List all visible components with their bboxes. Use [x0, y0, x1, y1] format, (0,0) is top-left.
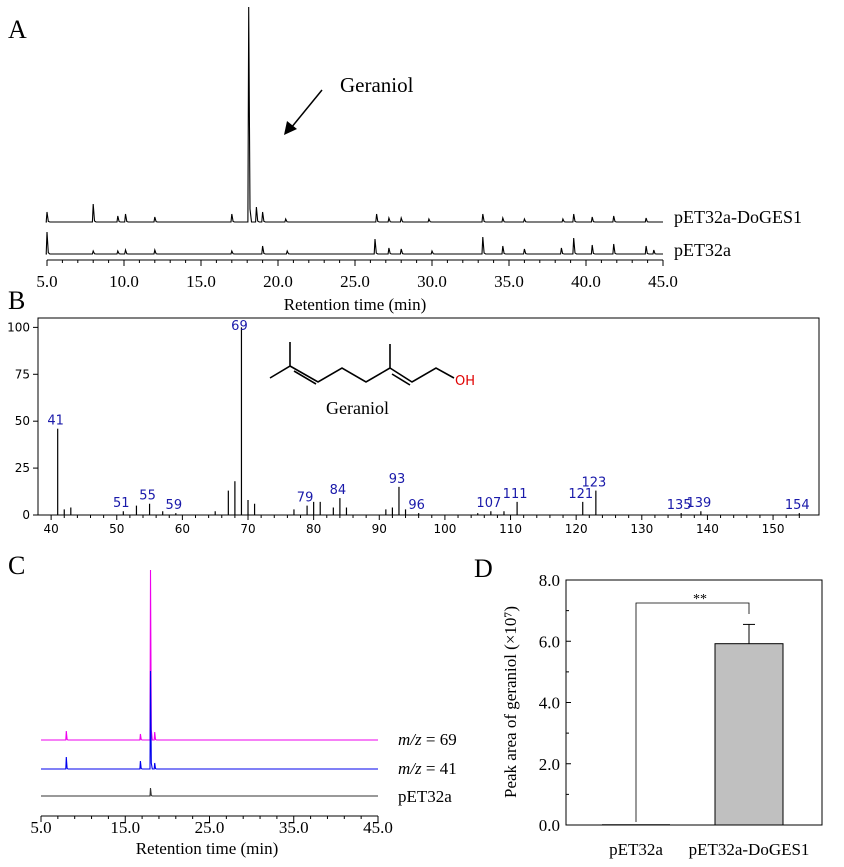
bar-y-tick-label: 8.0	[539, 571, 560, 590]
significance-bracket	[635, 602, 750, 822]
chromatogram-trace-pet32a	[45, 231, 663, 255]
spectrum-x-tick-label: 120	[565, 522, 588, 536]
spectrum-x-tick-label: 40	[43, 522, 58, 536]
spectrum-y-tick-label: 0	[22, 508, 30, 522]
trace-label-pet32a-c: pET32a	[398, 787, 452, 806]
panel-c-x-tick-label: 45.0	[363, 818, 393, 837]
trace-label-mz41: m/z = 41	[398, 759, 457, 778]
structure-double-bond-1	[293, 370, 317, 385]
panel-d: D 0.0 2.0 4.0 6.0 8.0 pET32a pET32a-DoGES1 Pe…	[474, 554, 823, 859]
panel-a-x-tick-label: 40.0	[571, 272, 601, 291]
panel-a-x-tick-label: 10.0	[109, 272, 139, 291]
bar-category-label: pET32a-DoGES1	[689, 840, 810, 859]
structure-name: Geraniol	[326, 398, 389, 418]
bar-chart-frame	[565, 579, 823, 826]
panel-a-x-axis-label: Retention time (min)	[284, 295, 427, 314]
spectrum-x-tick-label: 130	[630, 522, 653, 536]
peak-label-107: 107	[476, 496, 501, 511]
peak-label-93: 93	[389, 472, 406, 487]
geraniol-arrow-head	[284, 121, 297, 135]
panel-c-x-tick-label: 35.0	[279, 818, 309, 837]
bar-category-label: pET32a	[609, 840, 663, 859]
bar-y-tick-label: 2.0	[539, 755, 560, 774]
spectrum-x-tick-label: 100	[433, 522, 456, 536]
peak-label-41: 41	[47, 414, 64, 429]
peak-label-96: 96	[408, 498, 425, 513]
bar-y-tick-label: 6.0	[539, 632, 560, 651]
panel-d-y-axis-label: Peak area of geraniol (×10⁷)	[501, 606, 520, 798]
spectrum-y-tick-label: 25	[15, 461, 30, 475]
panel-b: B 0 25 50 75 100 40 50 60 70 80 90 100 110 120 130 140…	[7, 286, 820, 536]
peak-label-139: 139	[686, 496, 711, 511]
spectrum-y-tick-label: 100	[7, 320, 30, 334]
peak-label-69: 69	[231, 319, 248, 334]
panel-c-x-tick-label: 15.0	[110, 818, 140, 837]
panel-letter-a: A	[8, 15, 27, 44]
panel-c-x-tick-label: 25.0	[195, 818, 225, 837]
trace-label-mz69: m/z = 69	[398, 730, 457, 749]
trace-label-pet32a-doges1: pET32a-DoGES1	[674, 207, 802, 227]
panel-a-x-tick-label: 15.0	[186, 272, 216, 291]
spectrum-y-tick-label: 75	[15, 367, 30, 381]
spectrum-x-tick-label: 60	[175, 522, 190, 536]
structure-double-bond-2	[391, 373, 411, 386]
spectrum-x-tick-label: 50	[109, 522, 124, 536]
spectrum-x-tick-label: 110	[499, 522, 522, 536]
panel-letter-c: C	[8, 551, 25, 580]
spectrum-x-tick-label: 150	[762, 522, 785, 536]
panel-a-x-tick-label: 35.0	[494, 272, 524, 291]
structure-chain-bonds	[289, 344, 391, 383]
panel-letter-b: B	[8, 286, 25, 315]
geraniol-annotation: Geraniol	[340, 73, 414, 97]
chromatogram-trace-pet32a-doges1	[45, 6, 663, 223]
panel-a-x-tick-label: 30.0	[417, 272, 447, 291]
peak-label-121: 121	[568, 487, 593, 502]
panel-c-x-axis-label: Retention time (min)	[136, 839, 279, 858]
peak-label-135: 135	[667, 498, 692, 513]
spectrum-y-tick-label: 50	[15, 414, 30, 428]
spectrum-x-tick-label: 80	[306, 522, 321, 536]
peak-label-55: 55	[139, 489, 156, 504]
mass-spectrum-frame	[37, 317, 820, 516]
significance-marker: **	[693, 592, 707, 607]
peak-label-51: 51	[113, 496, 130, 511]
structure-methyl-bonds	[269, 342, 291, 379]
peak-label-84: 84	[330, 483, 347, 498]
panel-letter-d: D	[474, 554, 493, 583]
spectrum-x-tick-label: 140	[696, 522, 719, 536]
peak-label-154: 154	[785, 498, 810, 513]
peak-label-111: 111	[503, 487, 528, 502]
panel-a-x-tick-label: 25.0	[340, 272, 370, 291]
structure-tail-bonds	[389, 367, 455, 383]
ion-trace-mz41	[41, 670, 378, 770]
bar-y-tick-label: 4.0	[539, 694, 560, 713]
panel-a: A 5.0 10.0 15.0 20.0 25.0 30.0 35.0 40.0 45.0 Re…	[8, 6, 802, 314]
peak-label-59: 59	[166, 498, 183, 513]
trace-label-pet32a: pET32a	[674, 240, 731, 260]
panel-a-x-tick-label: 5.0	[36, 272, 57, 291]
bar-pet32a-doges1	[714, 643, 784, 826]
panel-a-x-tick-label: 45.0	[648, 272, 678, 291]
spectrum-x-tick-label: 70	[240, 522, 255, 536]
panel-a-x-tick-label: 20.0	[263, 272, 293, 291]
peak-label-79: 79	[297, 491, 314, 506]
spectrum-x-tick-label: 90	[372, 522, 387, 536]
geraniol-arrow-shaft	[290, 89, 323, 129]
ion-trace-mz69	[41, 569, 378, 741]
hydroxyl-label: OH	[455, 374, 475, 389]
control-trace-pet32a	[41, 787, 378, 797]
geraniol-structure: OH Geraniol	[269, 342, 475, 418]
bar-y-tick-label: 0.0	[539, 816, 560, 835]
panel-c-x-tick-label: 5.0	[30, 818, 51, 837]
panel-c: C 5.0 15.0 25.0 35.0 45.0 Retention time (mi…	[8, 551, 457, 858]
peak-label-123: 123	[581, 476, 606, 491]
